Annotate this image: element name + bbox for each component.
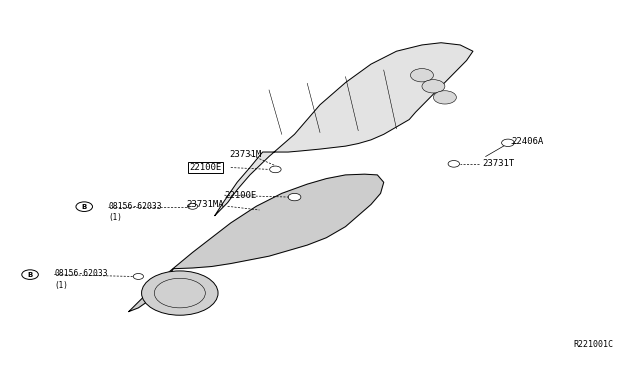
Text: B: B <box>28 272 33 278</box>
Text: 08156-62033: 08156-62033 <box>108 202 162 211</box>
Circle shape <box>288 193 301 201</box>
Circle shape <box>133 273 143 279</box>
Circle shape <box>188 203 198 209</box>
Text: 23731MA: 23731MA <box>186 200 224 209</box>
Text: 08156-62033: 08156-62033 <box>54 269 108 279</box>
Circle shape <box>448 161 460 167</box>
Text: B: B <box>82 204 87 210</box>
Text: R221001C: R221001C <box>573 340 613 349</box>
Text: (1): (1) <box>108 212 122 222</box>
Polygon shape <box>215 43 473 215</box>
Polygon shape <box>129 174 384 311</box>
Text: (1): (1) <box>54 280 68 289</box>
Text: 22100E: 22100E <box>225 191 257 200</box>
Text: 22100E: 22100E <box>189 163 221 172</box>
Text: 23731M: 23731M <box>230 150 262 159</box>
Circle shape <box>433 91 456 104</box>
Circle shape <box>410 68 433 82</box>
Text: 23731T: 23731T <box>483 159 515 169</box>
Circle shape <box>502 139 515 147</box>
Circle shape <box>141 271 218 315</box>
Circle shape <box>422 80 445 93</box>
Text: 22406A: 22406A <box>511 137 543 146</box>
Circle shape <box>269 166 281 173</box>
